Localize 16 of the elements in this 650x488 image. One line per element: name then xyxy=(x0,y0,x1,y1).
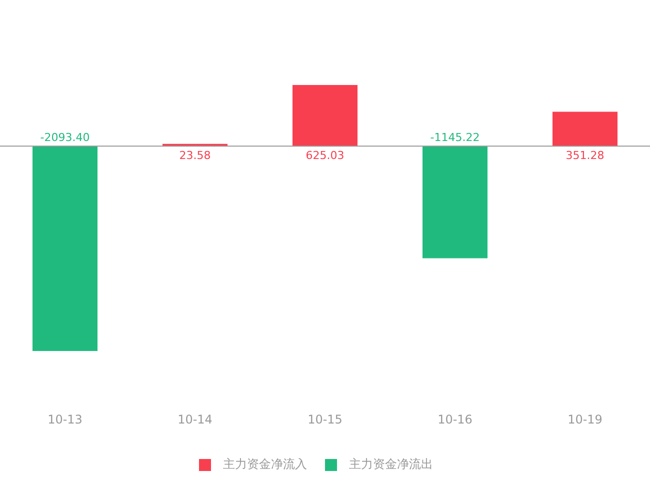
data-label: 625.03 xyxy=(306,149,344,162)
bar xyxy=(422,146,488,258)
data-label: -1145.22 xyxy=(430,131,480,144)
data-label: 23.58 xyxy=(179,149,211,162)
x-tick-label: 10-19 xyxy=(568,412,602,427)
x-tick-label: 10-14 xyxy=(178,412,212,427)
bar xyxy=(32,146,98,351)
bar xyxy=(552,112,618,146)
legend-label: 主力资金净流入 xyxy=(223,457,307,471)
bar xyxy=(292,85,358,146)
x-tick-label: 10-15 xyxy=(308,412,342,427)
data-label: -2093.40 xyxy=(40,131,90,144)
data-label: 351.28 xyxy=(566,149,604,162)
x-tick-label: 10-13 xyxy=(48,412,82,427)
x-tick-label: 10-16 xyxy=(438,412,472,427)
legend-label: 主力资金净流出 xyxy=(349,457,433,471)
